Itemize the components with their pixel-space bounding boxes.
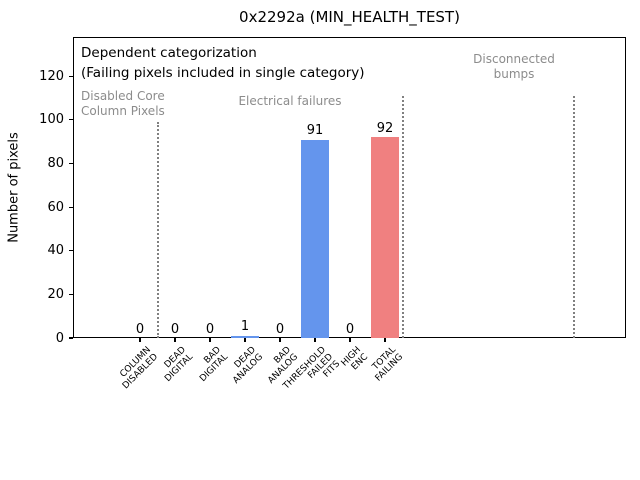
y-tick-label: 40 bbox=[47, 243, 64, 259]
x-tick-mark bbox=[139, 338, 141, 342]
bar-value-label: 0 bbox=[135, 321, 145, 337]
x-tick-mark bbox=[244, 338, 246, 342]
y-tick-mark bbox=[68, 250, 73, 252]
y-tick-mark bbox=[68, 206, 73, 208]
y-tick-mark bbox=[68, 337, 73, 339]
y-tick-mark bbox=[68, 75, 73, 77]
bar bbox=[301, 139, 329, 338]
region-label-disabled-core-column-pixels: Disabled Core Column Pixels bbox=[81, 89, 165, 118]
bar-value-label: 0 bbox=[205, 321, 215, 337]
y-tick-mark bbox=[68, 162, 73, 165]
annotation-failing-pixels-note: (Failing pixels included in single categ… bbox=[81, 65, 365, 81]
y-axis-label: Number of pixels bbox=[6, 132, 22, 243]
y-tick-label: 60 bbox=[47, 199, 64, 215]
bar-value-label: 92 bbox=[376, 120, 394, 136]
bar-value-label: 1 bbox=[240, 319, 250, 335]
category-separator-line bbox=[573, 95, 575, 338]
region-label-disconnected-bumps: Disconnected bumps bbox=[473, 52, 555, 81]
y-tick-label: 100 bbox=[39, 112, 64, 128]
chart-title: 0x2292a (MIN_HEALTH_TEST) bbox=[239, 8, 460, 26]
x-tick-mark bbox=[174, 338, 176, 342]
x-tick-mark bbox=[209, 338, 211, 342]
x-tick-mark bbox=[279, 338, 281, 342]
bar-value-label: 0 bbox=[275, 321, 285, 337]
y-tick-label: 0 bbox=[55, 330, 64, 346]
y-tick-label: 80 bbox=[47, 156, 64, 171]
bar-value-label: 0 bbox=[345, 321, 355, 337]
bar bbox=[231, 335, 259, 338]
category-separator-line bbox=[156, 122, 159, 338]
y-tick-label: 120 bbox=[39, 68, 64, 84]
bar bbox=[371, 137, 399, 338]
x-tick-mark bbox=[384, 338, 386, 342]
y-tick-mark bbox=[68, 293, 73, 295]
bar-value-label: 91 bbox=[306, 123, 324, 138]
annotation-dependent-categorization: Dependent categorization bbox=[81, 45, 257, 61]
y-tick-mark bbox=[68, 119, 73, 121]
y-tick-label: 20 bbox=[47, 286, 64, 302]
bar-value-label: 0 bbox=[170, 321, 180, 337]
x-tick-mark bbox=[349, 338, 351, 342]
category-separator-line bbox=[401, 95, 404, 338]
plot-area bbox=[73, 37, 626, 338]
region-label-electrical-failures: Electrical failures bbox=[238, 94, 342, 108]
x-tick-mark bbox=[314, 338, 316, 342]
